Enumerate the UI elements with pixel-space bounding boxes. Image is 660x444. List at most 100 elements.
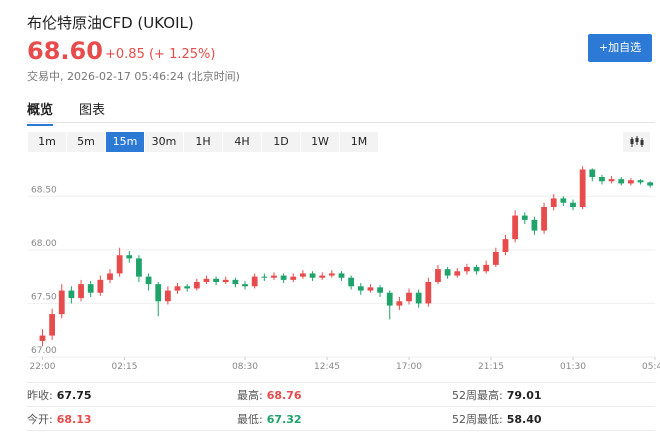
candle-body xyxy=(454,271,461,276)
candle-body xyxy=(512,215,519,240)
candle-body xyxy=(560,198,567,203)
x-tick-label: 17:00 xyxy=(396,362,422,372)
candle-body xyxy=(164,290,171,302)
stat-label: 最低: xyxy=(237,413,263,426)
candle-body xyxy=(502,239,509,252)
y-tick-label: 67.00 xyxy=(31,346,57,356)
x-tick-label: 08:30 xyxy=(232,362,258,372)
interval-button[interactable]: 30m xyxy=(145,132,183,152)
divider xyxy=(27,382,655,383)
candle-body xyxy=(492,252,499,265)
candle-body xyxy=(348,277,355,287)
add-watchlist-button[interactable]: +加自选 xyxy=(588,34,652,62)
divider xyxy=(27,430,655,431)
candle-body xyxy=(261,276,268,278)
stat-value: 79.01 xyxy=(506,389,542,402)
candle-body xyxy=(483,264,490,272)
stat-value: 68.76 xyxy=(266,389,302,402)
candle-body xyxy=(184,286,191,289)
stat: 昨收: 67.75 xyxy=(27,387,92,403)
candle-body xyxy=(444,269,451,276)
x-tick-label: 21:15 xyxy=(478,362,504,372)
candle-body xyxy=(396,301,403,306)
title: 布伦特原油CFD (UKOIL) xyxy=(27,14,194,32)
candle-body xyxy=(386,292,393,306)
candle-body xyxy=(464,267,470,272)
candle-body xyxy=(435,269,441,282)
interval-button[interactable]: 15m xyxy=(106,132,144,152)
interval-bar: 1m 5m 15m 30m 1H 4H 1D 1W 1M xyxy=(28,132,379,152)
candle-body xyxy=(319,275,326,278)
interval-button[interactable]: 5m xyxy=(67,132,105,152)
candle-body xyxy=(49,314,56,336)
interval-button[interactable]: 1M xyxy=(340,132,378,152)
candle-body xyxy=(222,279,229,282)
x-tick-label: 01:30 xyxy=(560,362,586,372)
x-tick-label: 22:00 xyxy=(30,362,56,372)
candle-body xyxy=(357,286,364,291)
change: +0.85 (+ 1.25%) xyxy=(105,47,215,62)
tab[interactable]: 概览 xyxy=(27,99,54,126)
candle-body xyxy=(107,273,113,280)
stat: 最低: 67.32 xyxy=(237,411,302,427)
candle-body xyxy=(68,290,75,299)
stat-value: 67.32 xyxy=(266,413,302,426)
stat-label: 最高: xyxy=(237,389,263,402)
candle-body xyxy=(627,180,634,184)
candle-body xyxy=(251,276,258,287)
candle-body xyxy=(126,255,133,259)
stat: 最高: 68.76 xyxy=(237,387,302,403)
tab[interactable]: 图表 xyxy=(79,103,106,118)
interval-button[interactable]: 1W xyxy=(301,132,339,152)
stat: 52周最高: 79.01 xyxy=(452,387,542,403)
candle-body xyxy=(136,258,142,277)
candle-body xyxy=(155,284,162,302)
candle-body xyxy=(608,179,615,182)
interval-button[interactable]: 1m xyxy=(28,132,66,152)
candle-body xyxy=(280,275,287,280)
y-tick-label: 67.50 xyxy=(31,292,57,302)
stat-label: 52周最低: xyxy=(452,413,503,426)
candle-body xyxy=(78,284,84,299)
candle-body xyxy=(637,180,644,183)
stat-label: 52周最高: xyxy=(452,389,503,402)
candle-body xyxy=(290,276,297,280)
interval-button[interactable]: 4H xyxy=(223,132,261,152)
candle-body xyxy=(570,202,576,207)
candle-body xyxy=(406,292,412,302)
candle-body xyxy=(271,275,277,278)
candle-body xyxy=(116,255,123,274)
candle-body xyxy=(338,273,345,278)
chart-type-button[interactable] xyxy=(623,132,650,152)
y-tick-label: 68.50 xyxy=(31,185,57,195)
candle-body xyxy=(415,292,422,304)
candle-body xyxy=(193,282,200,289)
x-tick-label: 12:45 xyxy=(314,362,340,372)
stat-value: 58.40 xyxy=(506,413,542,426)
change-value: +0.85 xyxy=(105,47,145,62)
x-tick-label: 02:15 xyxy=(111,362,137,372)
stat-label: 昨收: xyxy=(27,389,53,402)
candle-body xyxy=(618,179,625,184)
candle-body xyxy=(203,278,210,282)
candle-body xyxy=(87,284,94,293)
candle-body xyxy=(300,273,306,277)
stat-value: 68.13 xyxy=(56,413,92,426)
candle-icon xyxy=(630,136,644,147)
candle-body xyxy=(521,215,528,220)
interval-button[interactable]: 1H xyxy=(184,132,222,152)
candle-body xyxy=(550,198,557,207)
candle-body xyxy=(377,287,383,293)
price-chart: 67.00 67.50 68.00 68.50 22:00 02:15 08:30 12:45… xyxy=(28,166,660,372)
candle-body xyxy=(647,182,654,186)
status: 交易中, 2026-02-17 05:46:24 (北京时间) xyxy=(27,70,240,83)
divider xyxy=(27,406,655,407)
stat-label: 今开: xyxy=(27,413,53,426)
candle-body xyxy=(531,219,538,231)
candle-body xyxy=(425,282,432,304)
interval-button[interactable]: 1D xyxy=(262,132,300,152)
x-tick-label: 05:45 xyxy=(642,362,660,372)
candle-body xyxy=(309,273,316,278)
candle-body xyxy=(174,286,181,291)
